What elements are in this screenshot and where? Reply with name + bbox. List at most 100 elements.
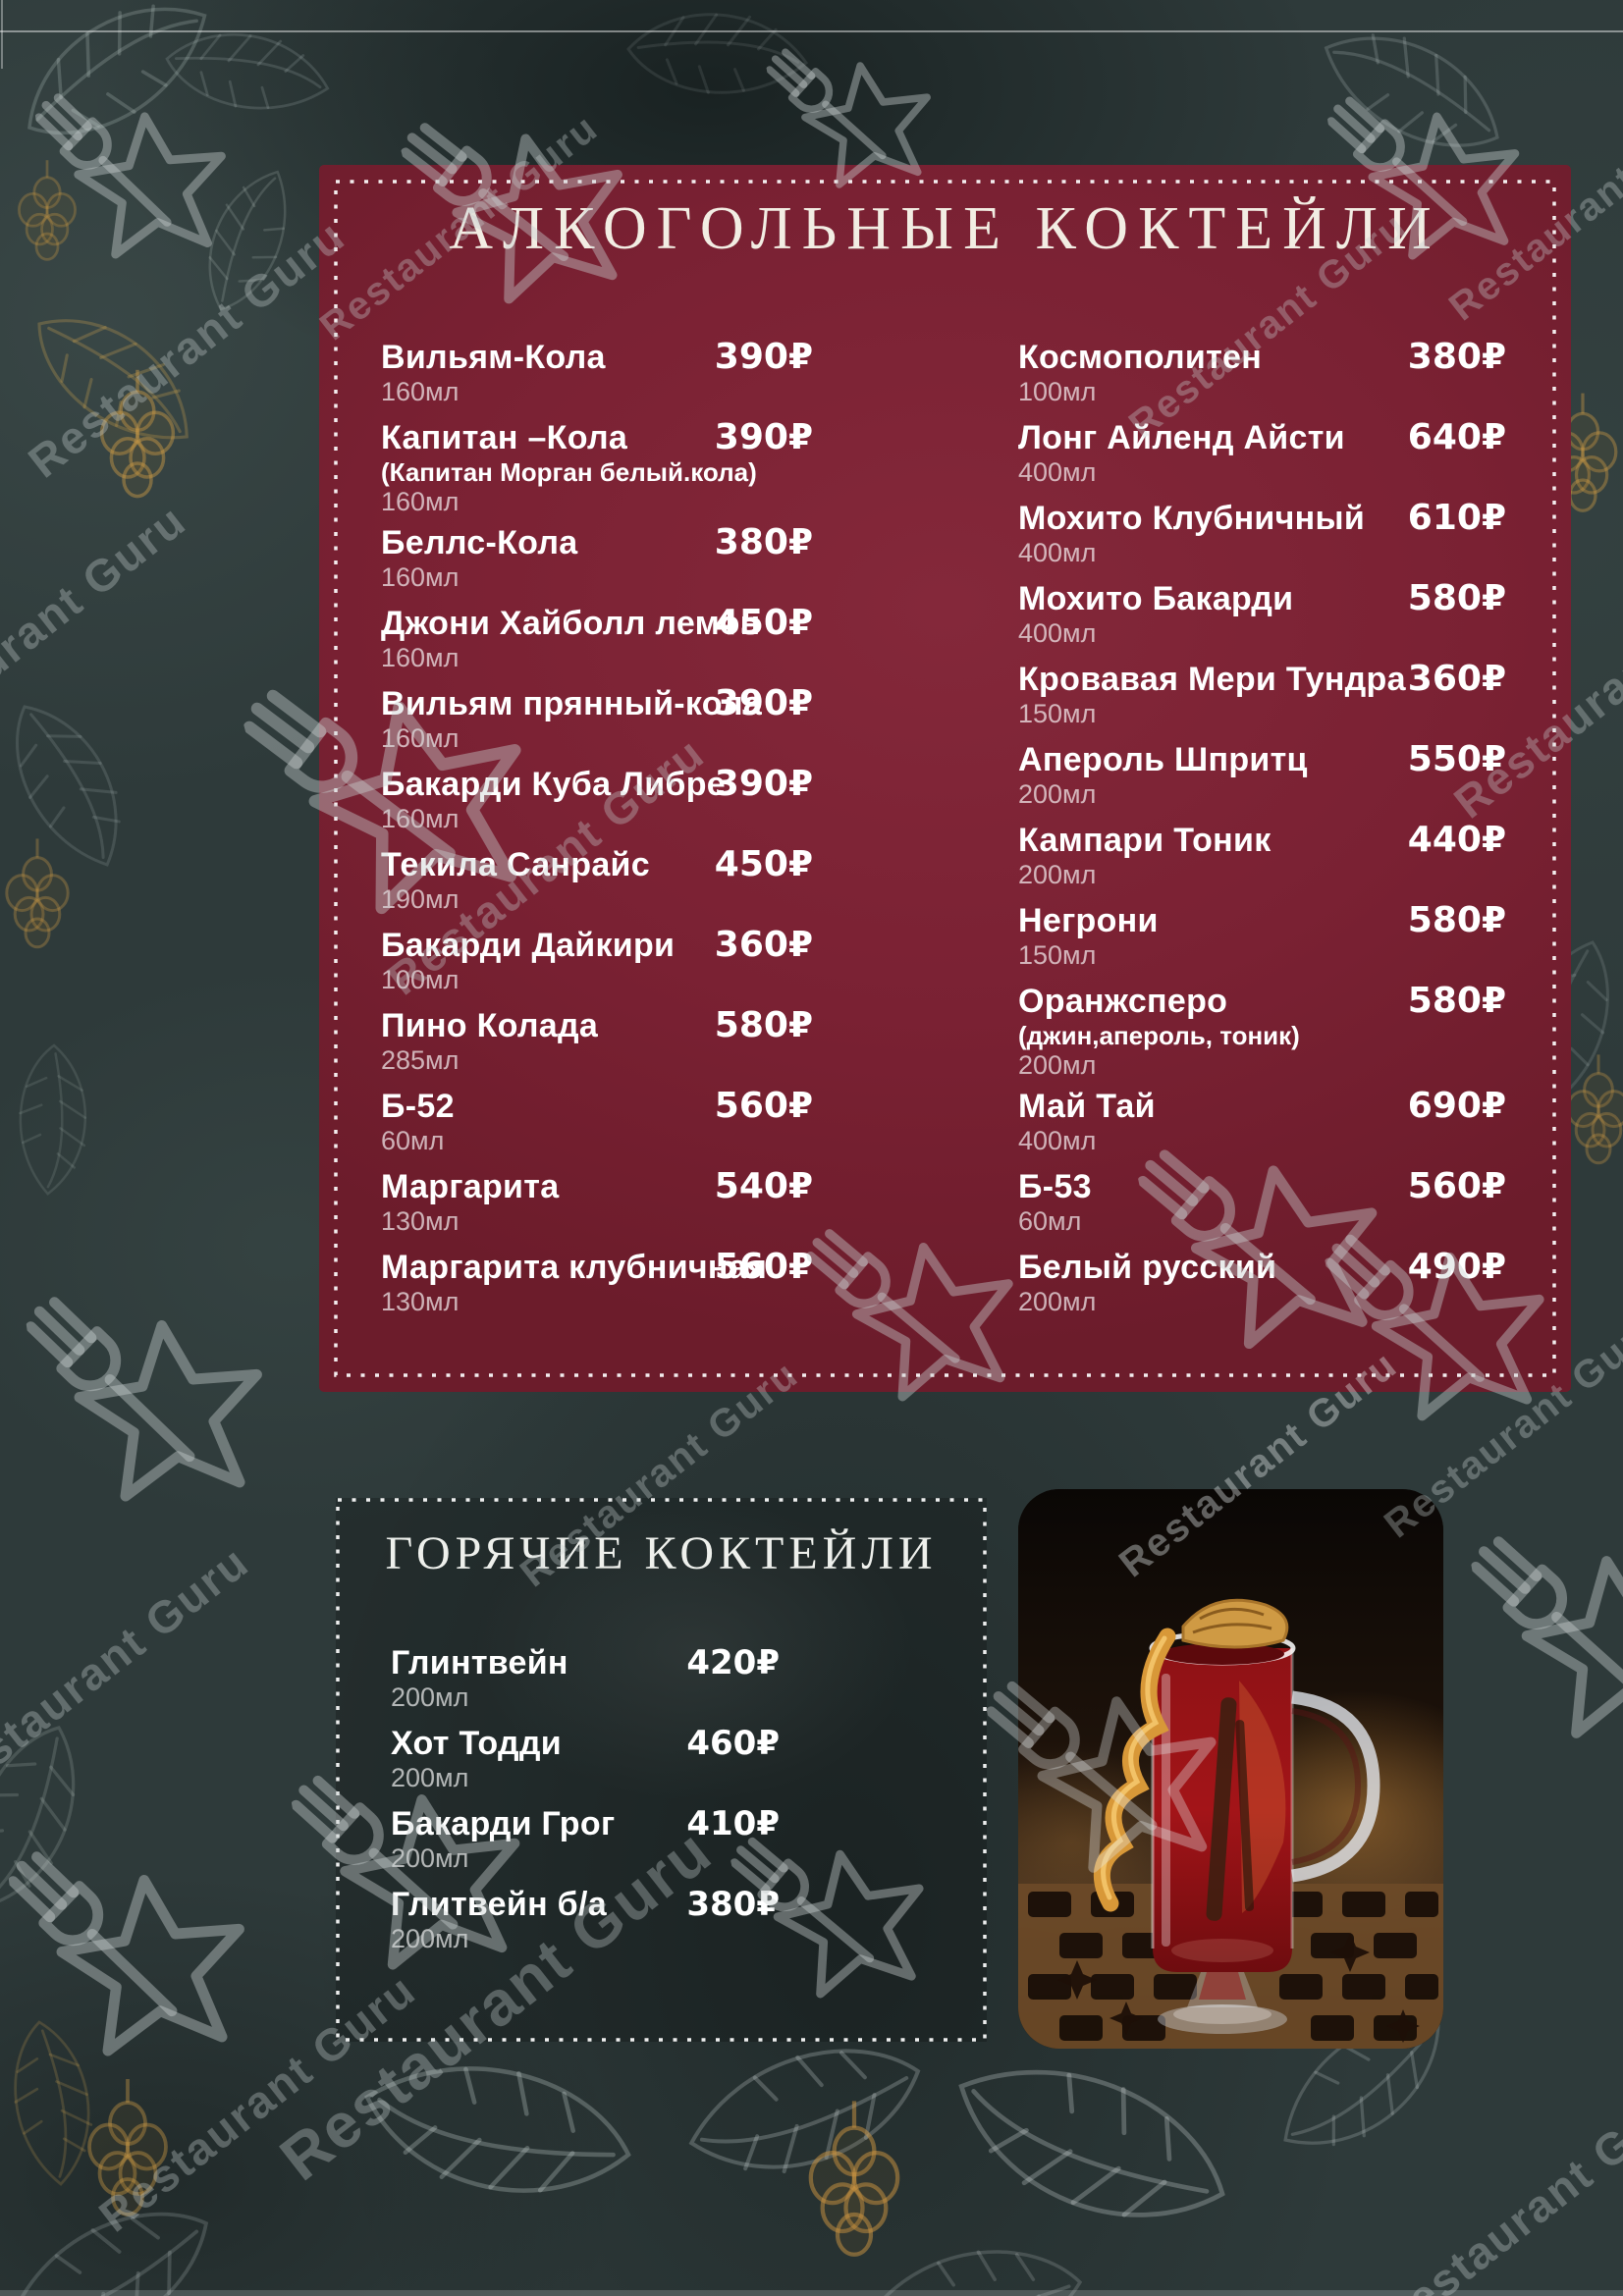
item-name: Беллс-Кола [381,524,578,561]
restaurant-guru-logo-icon [1464,1481,1623,1777]
menu-item: Текила Санрайс 190мл 450₽ [381,844,813,915]
item-name: Пино Колада [381,1007,599,1044]
item-volume: 100мл [1018,377,1097,406]
item-price: 390₽ [714,417,813,457]
item-note: (джин,апероль, тоник) [1018,1021,1300,1050]
item-name: Вильям-Кола [381,339,606,376]
item-price: 490₽ [1407,1247,1506,1287]
item-volume: 200мл [1018,860,1097,889]
menu-item: Космополитен 100мл 380₽ [1018,337,1506,407]
page-edge-bottom-line [0,2290,1623,2296]
item-volume: 400мл [1018,618,1097,648]
menu-item: Мохито Бакарди 400мл 580₽ [1018,578,1506,649]
alcohol-right-column: Космополитен 100мл 380₽ Лонг Айленд Айст… [1018,338,1506,1328]
menu-item: Маргарита 130мл 540₽ [381,1166,813,1237]
menu-item: Кампари Тоник 200мл 440₽ [1018,820,1506,890]
item-volume: 200мл [391,1924,469,1953]
item-volume: 100мл [381,965,460,994]
menu-item: Бакарди Грог 200мл 410₽ [391,1804,780,1873]
item-name: Оранжсперо [1018,983,1228,1020]
item-price: 410₽ [686,1804,780,1843]
item-volume: 400мл [1018,538,1097,567]
page-edge-top-line [0,30,1623,32]
item-name: Лонг Айленд Айсти [1018,419,1345,456]
item-volume: 150мл [1018,940,1097,970]
item-price: 450₽ [714,844,813,884]
alcohol-cocktails-panel: АЛКОГОЛЬНЫЕ КОКТЕЙЛИ Вильям-Кола 160мл 3… [319,165,1571,1392]
watermark-text: Restaurant Guru [0,1535,258,1814]
hot-items-column: Глинтвейн 200мл 420₽ Хот Тодди 200мл 460… [391,1643,780,1965]
item-volume: 200мл [1018,1287,1097,1316]
restaurant-guru-logo-icon [3,1804,292,2093]
item-price: 380₽ [686,1885,780,1924]
item-volume: 130мл [381,1206,460,1236]
item-name: Кровавая Мери Тундра [1018,661,1406,698]
item-price: 440₽ [1407,820,1506,860]
hot-section-title: ГОРЯЧИЕ КОКТЕЙЛИ [385,1527,938,1579]
item-price: 640₽ [1407,417,1506,457]
item-name: Кампари Тоник [1018,822,1271,859]
menu-item: Глитвейн б/а 200мл 380₽ [391,1885,780,1953]
item-volume: 160мл [381,804,460,833]
item-price: 380₽ [1407,337,1506,377]
menu-item: Мохито Клубничный 400мл 610₽ [1018,498,1506,568]
item-price: 460₽ [686,1724,780,1763]
menu-item: Пино Колада 285мл 580₽ [381,1005,813,1076]
watermark-text: Restaurant Guru [0,494,195,773]
menu-item: Вильям-Кола 160мл 390₽ [381,338,813,407]
item-volume: 160мл [381,643,460,672]
menu-item: Лонг Айленд Айсти 400мл 640₽ [1018,417,1506,488]
item-volume: 160мл [381,377,460,406]
item-price: 450₽ [714,603,813,643]
item-volume: 160мл [381,487,460,516]
item-name: Негрони [1018,902,1159,939]
item-note: (Капитан Морган белый.кола) [381,457,757,487]
item-volume: 200мл [391,1763,469,1792]
item-volume: 400мл [1018,1126,1097,1155]
item-price: 580₽ [1407,900,1506,940]
item-volume: 190мл [381,884,460,914]
item-volume: 60мл [1018,1206,1082,1236]
item-volume: 60мл [381,1126,445,1155]
menu-item: Глинтвейн 200мл 420₽ [391,1643,780,1712]
item-name: Мохито Бакарди [1018,580,1294,617]
menu-item: Апероль Шпритц 200мл 550₽ [1018,739,1506,810]
item-name: Апероль Шпритц [1018,741,1308,778]
item-price: 390₽ [714,764,813,804]
item-price: 560₽ [714,1086,813,1126]
item-volume: 200мл [391,1682,469,1712]
item-name: Космополитен [1018,339,1263,376]
menu-item: Джони Хайболл лемон 160мл 450₽ [381,603,813,673]
menu-item: Хот Тодди 200мл 460₽ [391,1724,780,1792]
item-name: Капитан –Кола [381,419,628,456]
item-price: 550₽ [1407,739,1506,779]
menu-item: Бакарди Дайкири 100мл 360₽ [381,926,813,995]
watermark-text: Restaurant Guru [19,209,354,488]
menu-item: Б-52 60мл 560₽ [381,1086,813,1156]
menu-item: Маргарита клубничная 130мл 560₽ [381,1248,813,1317]
item-name: Б-52 [381,1088,455,1125]
item-price: 580₽ [1407,578,1506,618]
item-volume: 200мл [391,1843,469,1873]
item-volume: 285мл [381,1045,460,1075]
menu-item: Вильям прянный-кола 160мл 390₽ [381,684,813,754]
item-price: 540₽ [714,1166,813,1206]
item-price: 360₽ [1407,659,1506,699]
menu-item: Белый русский 200мл 490₽ [1018,1247,1506,1317]
menu-item: Май Тай 400мл 690₽ [1018,1086,1506,1156]
item-volume: 130мл [381,1287,460,1316]
page-edge-left-line [1,0,3,69]
menu-item: Беллс-Кола 160мл 380₽ [381,523,813,593]
item-price: 690₽ [1407,1086,1506,1126]
restaurant-guru-logo-icon [21,1250,309,1538]
hot-cocktails-panel: ГОРЯЧИЕ КОКТЕЙЛИ Глинтвейн 200мл 420₽ Хо… [336,1498,987,2042]
alcohol-section-title: АЛКОГОЛЬНЫЕ КОКТЕЙЛИ [449,195,1441,262]
hot-cocktail-photo [1018,1489,1443,2049]
item-price: 610₽ [1407,498,1506,538]
watermark-text: Restaurant Guru [1370,2067,1623,2296]
item-price: 580₽ [1407,981,1506,1021]
menu-item: Б-53 60мл 560₽ [1018,1167,1506,1237]
item-price: 580₽ [714,1005,813,1045]
menu-item: Бакарди Куба Либре 160мл 390₽ [381,764,813,834]
item-name: Маргарита клубничная [381,1249,768,1286]
